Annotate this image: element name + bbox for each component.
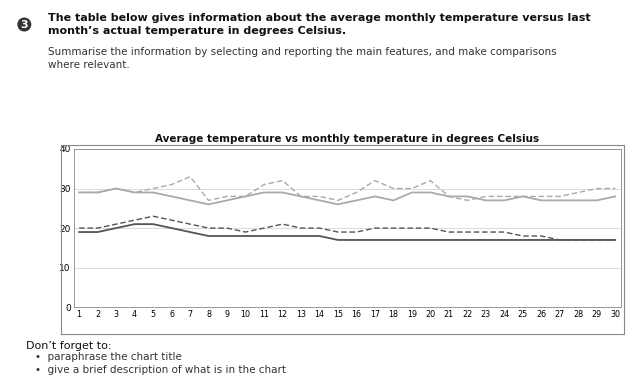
Title: Average temperature vs monthly temperature in degrees Celsius: Average temperature vs monthly temperatu…	[155, 134, 540, 144]
Text: •  give a brief description of what is in the chart: • give a brief description of what is in…	[35, 365, 286, 375]
Text: The table below gives information about the average monthly temperature versus l: The table below gives information about …	[48, 13, 591, 36]
Text: Summarise the information by selecting and reporting the main features, and make: Summarise the information by selecting a…	[48, 47, 557, 70]
Text: 3: 3	[20, 20, 28, 29]
Text: •  paraphrase the chart title: • paraphrase the chart title	[35, 352, 182, 363]
Text: Don’t forget to:: Don’t forget to:	[26, 341, 111, 351]
